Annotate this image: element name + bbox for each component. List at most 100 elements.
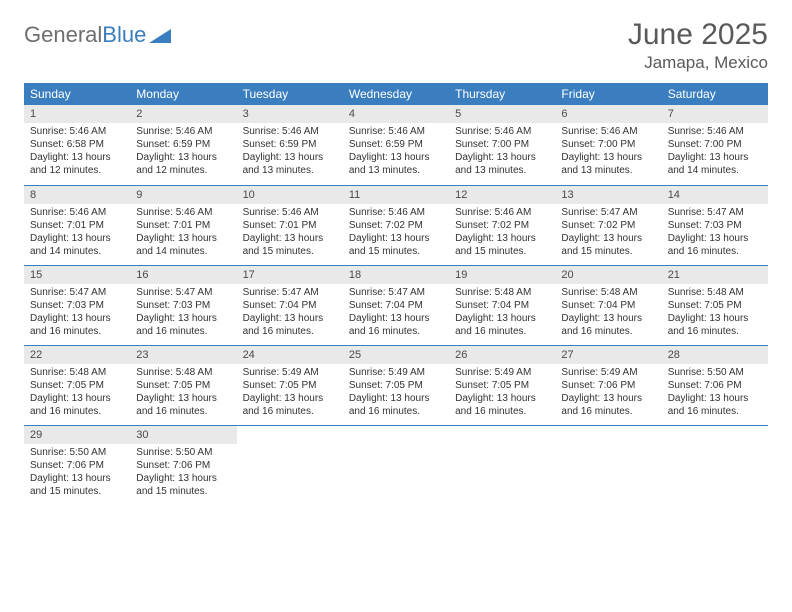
sunrise-line: Sunrise: 5:47 AM xyxy=(136,286,230,299)
calendar-row: 29Sunrise: 5:50 AMSunset: 7:06 PMDayligh… xyxy=(24,425,768,505)
calendar-cell: .. xyxy=(662,425,768,505)
daylight-line: Daylight: 13 hours and 16 minutes. xyxy=(243,312,337,338)
calendar-cell: 4Sunrise: 5:46 AMSunset: 6:59 PMDaylight… xyxy=(343,105,449,185)
day-number: 4 xyxy=(343,105,449,123)
day-number: 5 xyxy=(449,105,555,123)
day-number: 10 xyxy=(237,186,343,204)
day-number: 20 xyxy=(555,266,661,284)
calendar-cell: 15Sunrise: 5:47 AMSunset: 7:03 PMDayligh… xyxy=(24,265,130,345)
sunset-line: Sunset: 7:05 PM xyxy=(30,379,124,392)
logo-text-2: Blue xyxy=(102,22,146,48)
sunset-line: Sunset: 7:05 PM xyxy=(668,299,762,312)
calendar-cell: 1Sunrise: 5:46 AMSunset: 6:58 PMDaylight… xyxy=(24,105,130,185)
sunset-line: Sunset: 6:59 PM xyxy=(243,138,337,151)
calendar-cell: 3Sunrise: 5:46 AMSunset: 6:59 PMDaylight… xyxy=(237,105,343,185)
weekday-header: Sunday xyxy=(24,83,130,105)
logo-arrow-icon xyxy=(149,27,171,43)
sunset-line: Sunset: 6:59 PM xyxy=(349,138,443,151)
sunset-line: Sunset: 7:05 PM xyxy=(243,379,337,392)
day-body: Sunrise: 5:50 AMSunset: 7:06 PMDaylight:… xyxy=(662,364,768,422)
calendar-cell: 26Sunrise: 5:49 AMSunset: 7:05 PMDayligh… xyxy=(449,345,555,425)
day-number: 9 xyxy=(130,186,236,204)
sunset-line: Sunset: 7:03 PM xyxy=(30,299,124,312)
sunrise-line: Sunrise: 5:46 AM xyxy=(30,206,124,219)
sunrise-line: Sunrise: 5:48 AM xyxy=(561,286,655,299)
day-body: Sunrise: 5:48 AMSunset: 7:05 PMDaylight:… xyxy=(24,364,130,422)
sunset-line: Sunset: 7:06 PM xyxy=(668,379,762,392)
calendar-cell: 28Sunrise: 5:50 AMSunset: 7:06 PMDayligh… xyxy=(662,345,768,425)
day-number: 13 xyxy=(555,186,661,204)
day-body: Sunrise: 5:48 AMSunset: 7:04 PMDaylight:… xyxy=(449,284,555,342)
calendar-cell: 10Sunrise: 5:46 AMSunset: 7:01 PMDayligh… xyxy=(237,185,343,265)
day-number: 16 xyxy=(130,266,236,284)
sunrise-line: Sunrise: 5:50 AM xyxy=(136,446,230,459)
day-body: Sunrise: 5:49 AMSunset: 7:05 PMDaylight:… xyxy=(343,364,449,422)
day-body: Sunrise: 5:49 AMSunset: 7:05 PMDaylight:… xyxy=(449,364,555,422)
day-body: Sunrise: 5:48 AMSunset: 7:04 PMDaylight:… xyxy=(555,284,661,342)
calendar-cell: .. xyxy=(449,425,555,505)
sunrise-line: Sunrise: 5:49 AM xyxy=(349,366,443,379)
day-body: Sunrise: 5:50 AMSunset: 7:06 PMDaylight:… xyxy=(130,444,236,502)
sunset-line: Sunset: 7:06 PM xyxy=(136,459,230,472)
daylight-line: Daylight: 13 hours and 16 minutes. xyxy=(561,312,655,338)
day-number: 23 xyxy=(130,346,236,364)
calendar-cell: 30Sunrise: 5:50 AMSunset: 7:06 PMDayligh… xyxy=(130,425,236,505)
calendar-table: Sunday Monday Tuesday Wednesday Thursday… xyxy=(24,83,768,505)
day-body: Sunrise: 5:46 AMSunset: 7:01 PMDaylight:… xyxy=(237,204,343,262)
sunrise-line: Sunrise: 5:48 AM xyxy=(668,286,762,299)
daylight-line: Daylight: 13 hours and 15 minutes. xyxy=(30,472,124,498)
sunset-line: Sunset: 6:59 PM xyxy=(136,138,230,151)
sunrise-line: Sunrise: 5:46 AM xyxy=(455,206,549,219)
calendar-cell: 17Sunrise: 5:47 AMSunset: 7:04 PMDayligh… xyxy=(237,265,343,345)
calendar-page: GeneralBlue June 2025 Jamapa, Mexico Sun… xyxy=(0,0,792,523)
daylight-line: Daylight: 13 hours and 14 minutes. xyxy=(136,232,230,258)
calendar-cell: 16Sunrise: 5:47 AMSunset: 7:03 PMDayligh… xyxy=(130,265,236,345)
day-number: 7 xyxy=(662,105,768,123)
calendar-cell: 29Sunrise: 5:50 AMSunset: 7:06 PMDayligh… xyxy=(24,425,130,505)
daylight-line: Daylight: 13 hours and 15 minutes. xyxy=(561,232,655,258)
daylight-line: Daylight: 13 hours and 16 minutes. xyxy=(349,392,443,418)
sunset-line: Sunset: 7:05 PM xyxy=(349,379,443,392)
daylight-line: Daylight: 13 hours and 14 minutes. xyxy=(30,232,124,258)
calendar-cell: 8Sunrise: 5:46 AMSunset: 7:01 PMDaylight… xyxy=(24,185,130,265)
daylight-line: Daylight: 13 hours and 16 minutes. xyxy=(349,312,443,338)
day-body: Sunrise: 5:47 AMSunset: 7:03 PMDaylight:… xyxy=(24,284,130,342)
sunset-line: Sunset: 7:02 PM xyxy=(561,219,655,232)
daylight-line: Daylight: 13 hours and 16 minutes. xyxy=(243,392,337,418)
day-number: 3 xyxy=(237,105,343,123)
calendar-cell: 19Sunrise: 5:48 AMSunset: 7:04 PMDayligh… xyxy=(449,265,555,345)
day-number: 18 xyxy=(343,266,449,284)
daylight-line: Daylight: 13 hours and 16 minutes. xyxy=(136,392,230,418)
calendar-cell: .. xyxy=(237,425,343,505)
daylight-line: Daylight: 13 hours and 13 minutes. xyxy=(349,151,443,177)
sunrise-line: Sunrise: 5:47 AM xyxy=(561,206,655,219)
day-body: Sunrise: 5:46 AMSunset: 6:59 PMDaylight:… xyxy=(343,123,449,181)
daylight-line: Daylight: 13 hours and 16 minutes. xyxy=(136,312,230,338)
day-number: 21 xyxy=(662,266,768,284)
day-number: 27 xyxy=(555,346,661,364)
calendar-cell: 22Sunrise: 5:48 AMSunset: 7:05 PMDayligh… xyxy=(24,345,130,425)
day-number: 28 xyxy=(662,346,768,364)
calendar-cell: 11Sunrise: 5:46 AMSunset: 7:02 PMDayligh… xyxy=(343,185,449,265)
day-body: Sunrise: 5:46 AMSunset: 7:02 PMDaylight:… xyxy=(449,204,555,262)
calendar-row: 15Sunrise: 5:47 AMSunset: 7:03 PMDayligh… xyxy=(24,265,768,345)
calendar-row: 1Sunrise: 5:46 AMSunset: 6:58 PMDaylight… xyxy=(24,105,768,185)
day-number: 8 xyxy=(24,186,130,204)
day-number: 12 xyxy=(449,186,555,204)
sunrise-line: Sunrise: 5:47 AM xyxy=(243,286,337,299)
sunrise-line: Sunrise: 5:46 AM xyxy=(136,206,230,219)
calendar-cell: 7Sunrise: 5:46 AMSunset: 7:00 PMDaylight… xyxy=(662,105,768,185)
daylight-line: Daylight: 13 hours and 16 minutes. xyxy=(30,392,124,418)
calendar-cell: 27Sunrise: 5:49 AMSunset: 7:06 PMDayligh… xyxy=(555,345,661,425)
day-body: Sunrise: 5:46 AMSunset: 6:59 PMDaylight:… xyxy=(237,123,343,181)
sunrise-line: Sunrise: 5:46 AM xyxy=(349,206,443,219)
sunset-line: Sunset: 7:05 PM xyxy=(455,379,549,392)
weekday-header: Saturday xyxy=(662,83,768,105)
daylight-line: Daylight: 13 hours and 16 minutes. xyxy=(668,312,762,338)
daylight-line: Daylight: 13 hours and 14 minutes. xyxy=(668,151,762,177)
daylight-line: Daylight: 13 hours and 16 minutes. xyxy=(668,232,762,258)
daylight-line: Daylight: 13 hours and 16 minutes. xyxy=(561,392,655,418)
sunrise-line: Sunrise: 5:50 AM xyxy=(668,366,762,379)
calendar-cell: 14Sunrise: 5:47 AMSunset: 7:03 PMDayligh… xyxy=(662,185,768,265)
day-number: 2 xyxy=(130,105,236,123)
